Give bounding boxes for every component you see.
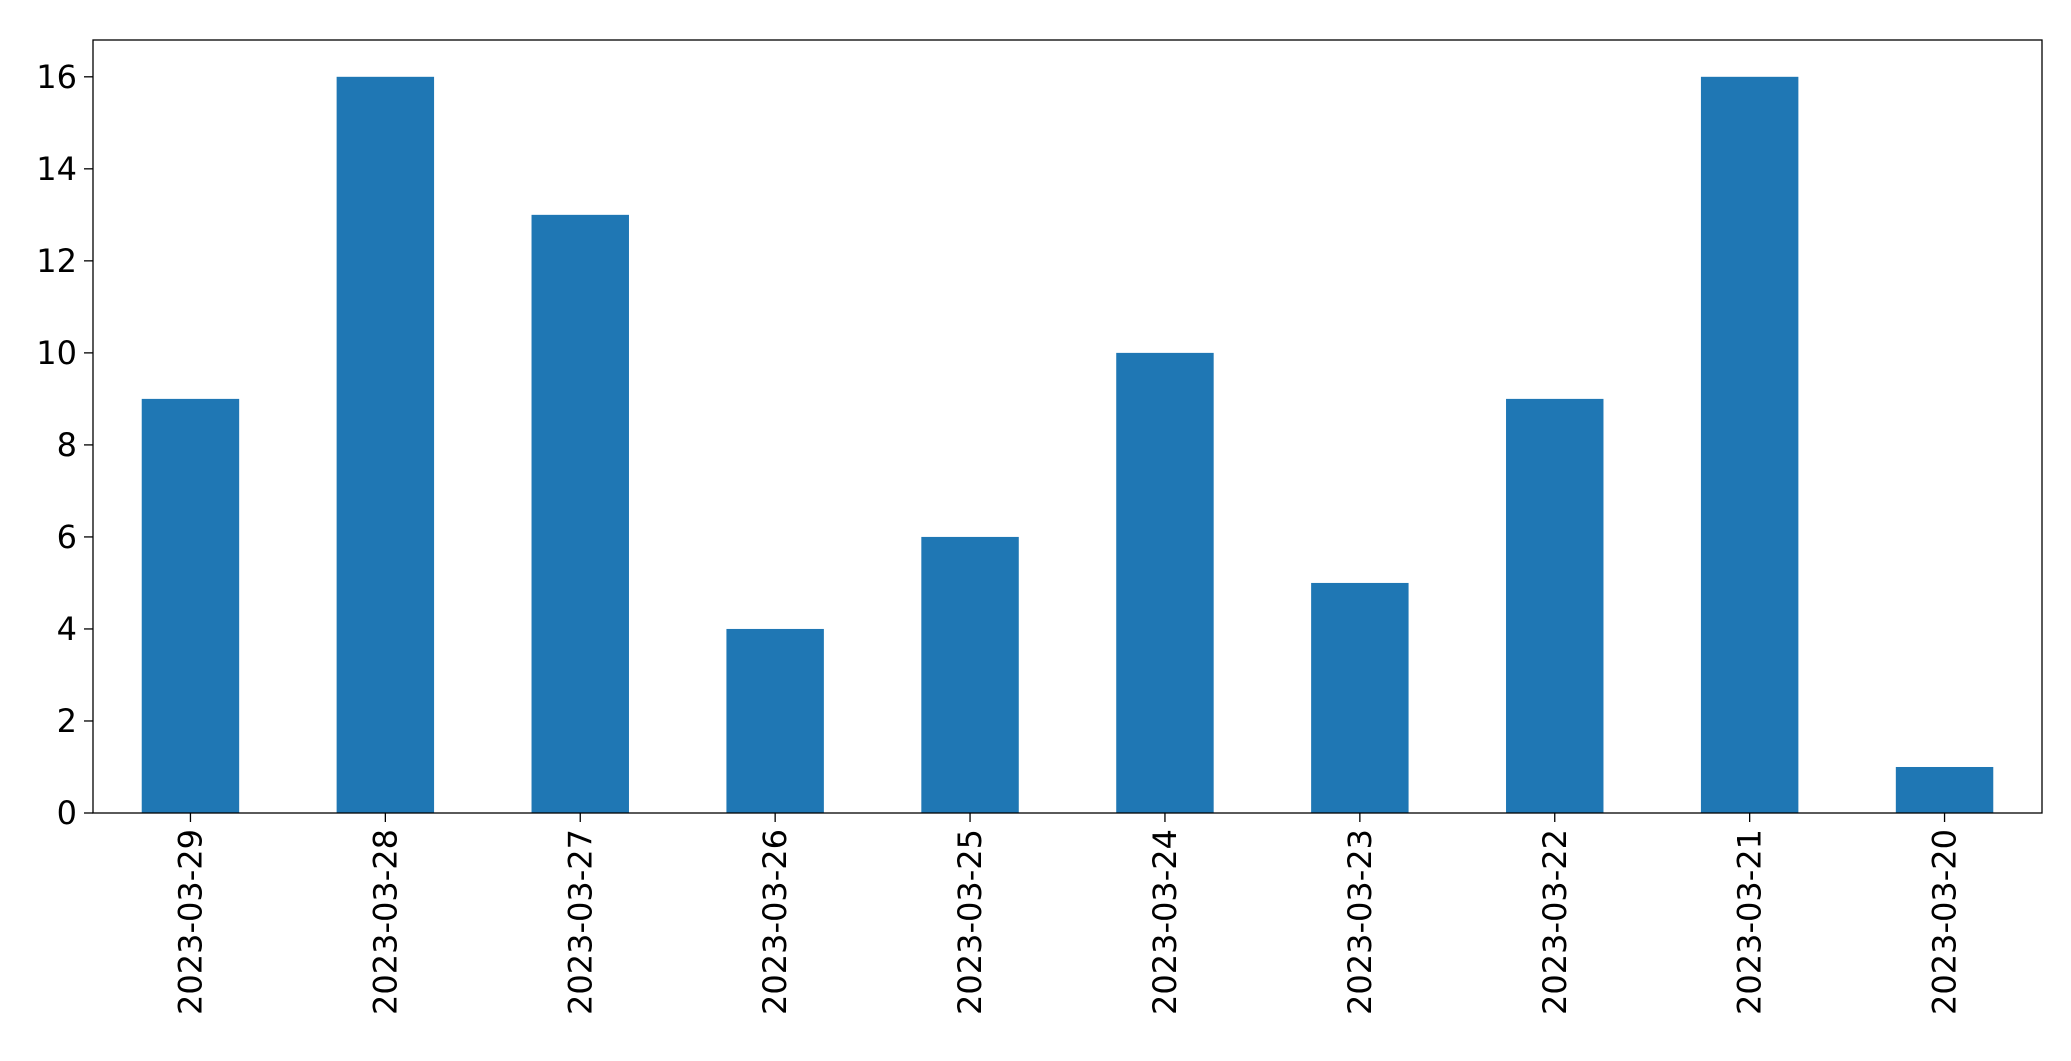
bar <box>1311 582 1409 813</box>
x-tick-label: 2023-03-20 <box>1926 829 1964 1015</box>
y-tick-label: 6 <box>57 518 77 556</box>
bar <box>336 76 435 814</box>
x-tick-label: 2023-03-28 <box>366 829 404 1015</box>
y-tick-label: 2 <box>57 702 77 740</box>
bar <box>531 214 629 814</box>
y-tick-label: 8 <box>57 426 77 464</box>
bar <box>1506 398 1604 813</box>
x-tick-label: 2023-03-25 <box>951 829 989 1015</box>
bar <box>1700 76 1799 814</box>
x-tick-label: 2023-03-21 <box>1731 829 1769 1015</box>
y-tick-label: 12 <box>36 242 77 280</box>
y-tick-label: 14 <box>36 150 77 188</box>
x-tick-label: 2023-03-29 <box>171 829 209 1015</box>
y-tick-label: 16 <box>36 58 77 96</box>
y-tick-label: 10 <box>36 334 77 372</box>
x-tick-label: 2023-03-26 <box>756 829 794 1015</box>
plot-frame <box>92 39 2043 814</box>
bar <box>1895 766 1994 813</box>
x-tick-label: 2023-03-24 <box>1146 829 1184 1015</box>
bar <box>726 628 824 813</box>
y-tick-label: 0 <box>57 794 77 832</box>
bar <box>921 536 1019 813</box>
x-tick-label: 2023-03-27 <box>561 829 599 1015</box>
bar <box>1116 352 1214 813</box>
x-tick-label: 2023-03-23 <box>1341 829 1379 1015</box>
x-tick-label: 2023-03-22 <box>1536 829 1574 1015</box>
bar <box>141 398 240 813</box>
y-tick-label: 4 <box>57 610 77 648</box>
